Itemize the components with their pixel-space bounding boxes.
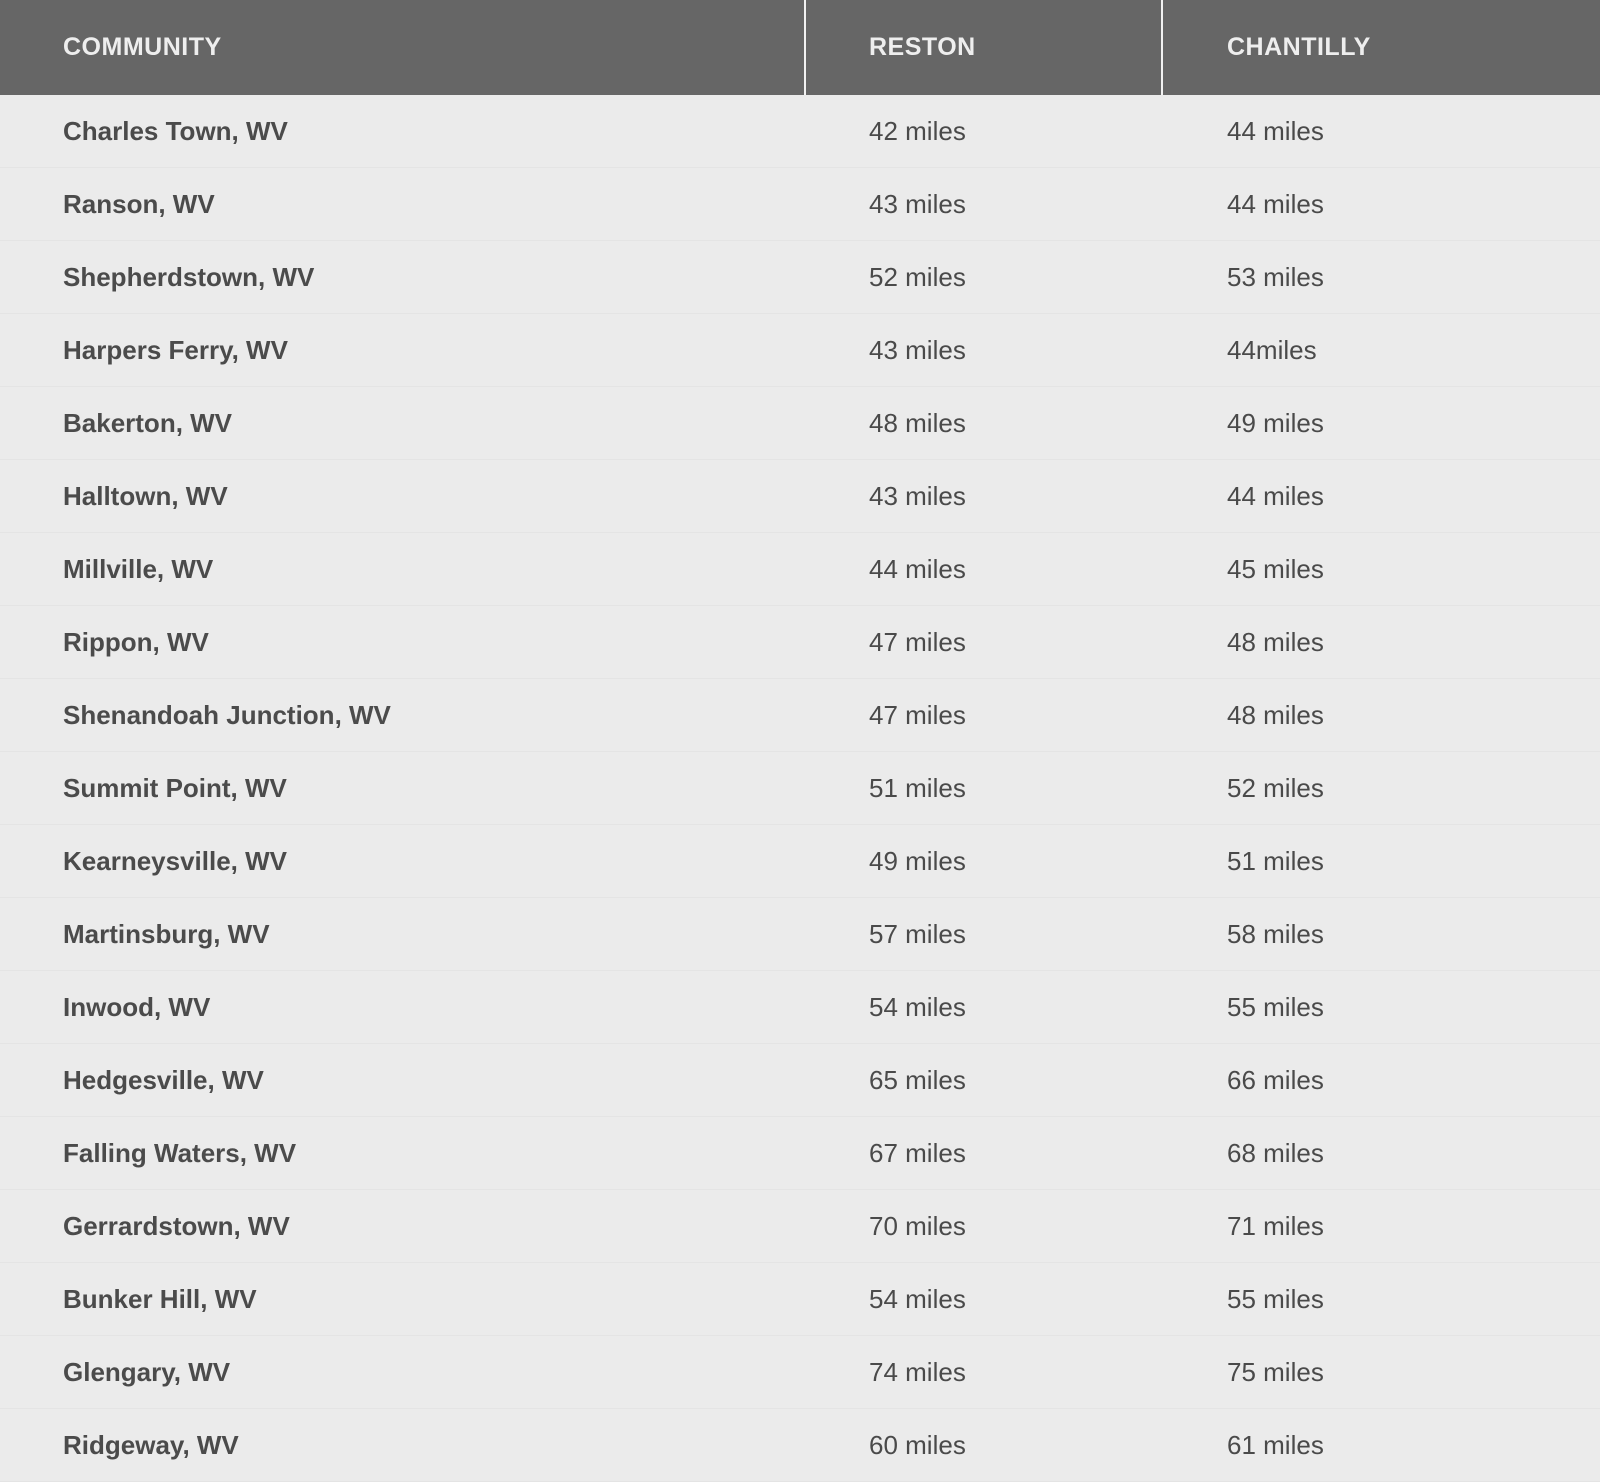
reston-distance-cell: 70 miles <box>805 1189 1162 1263</box>
chantilly-distance-cell: 66 miles <box>1162 1043 1600 1117</box>
chantilly-distance-cell: 55 miles <box>1162 970 1600 1044</box>
header-chantilly: CHANTILLY <box>1161 0 1600 95</box>
reston-distance-cell: 49 miles <box>805 824 1162 898</box>
reston-distance-cell: 51 miles <box>805 751 1162 825</box>
header-community: COMMUNITY <box>0 0 805 95</box>
community-cell: Rippon, WV <box>0 605 805 679</box>
community-cell: Shepherdstown, WV <box>0 240 805 314</box>
reston-distance-cell: 43 miles <box>805 459 1162 533</box>
community-cell: Charles Town, WV <box>0 95 805 168</box>
community-cell: Ranson, WV <box>0 167 805 241</box>
chantilly-distance-cell: 68 miles <box>1162 1116 1600 1190</box>
table-row: Bakerton, WV 48 miles 49 miles <box>0 386 1600 460</box>
table-row: Martinsburg, WV 57 miles 58 miles <box>0 897 1600 971</box>
chantilly-distance-cell: 49 miles <box>1162 386 1600 460</box>
chantilly-distance-cell: 51 miles <box>1162 824 1600 898</box>
reston-distance-cell: 54 miles <box>805 970 1162 1044</box>
chantilly-distance-cell: 61 miles <box>1162 1408 1600 1482</box>
reston-distance-cell: 65 miles <box>805 1043 1162 1117</box>
community-cell: Gerrardstown, WV <box>0 1189 805 1263</box>
table-row: Millville, WV 44 miles 45 miles <box>0 532 1600 606</box>
table-body: Charles Town, WV 42 miles 44 miles Ranson, … <box>0 95 1600 1482</box>
reston-distance-cell: 60 miles <box>805 1408 1162 1482</box>
community-cell: Bunker Hill, WV <box>0 1262 805 1336</box>
reston-distance-cell: 44 miles <box>805 532 1162 606</box>
reston-distance-cell: 47 miles <box>805 605 1162 679</box>
table-header: COMMUNITY RESTON CHANTILLY <box>0 0 1600 95</box>
community-cell: Ridgeway, WV <box>0 1408 805 1482</box>
table-row: Harpers Ferry, WV 43 miles 44miles <box>0 313 1600 387</box>
table-row: Shepherdstown, WV 52 miles 53 miles <box>0 240 1600 314</box>
table-row: Halltown, WV 43 miles 44 miles <box>0 459 1600 533</box>
community-cell: Hedgesville, WV <box>0 1043 805 1117</box>
table-row: Gerrardstown, WV 70 miles 71 miles <box>0 1189 1600 1263</box>
table-row: Kearneysville, WV 49 miles 51 miles <box>0 824 1600 898</box>
chantilly-distance-cell: 53 miles <box>1162 240 1600 314</box>
community-cell: Kearneysville, WV <box>0 824 805 898</box>
table-row: Glengary, WV 74 miles 75 miles <box>0 1335 1600 1409</box>
community-cell: Glengary, WV <box>0 1335 805 1409</box>
community-cell: Harpers Ferry, WV <box>0 313 805 387</box>
chantilly-distance-cell: 45 miles <box>1162 532 1600 606</box>
chantilly-distance-cell: 44 miles <box>1162 95 1600 168</box>
chantilly-distance-cell: 48 miles <box>1162 605 1600 679</box>
community-cell: Millville, WV <box>0 532 805 606</box>
community-cell: Falling Waters, WV <box>0 1116 805 1190</box>
table-row: Summit Point, WV 51 miles 52 miles <box>0 751 1600 825</box>
chantilly-distance-cell: 55 miles <box>1162 1262 1600 1336</box>
table-row: Ranson, WV 43 miles 44 miles <box>0 167 1600 241</box>
chantilly-distance-cell: 44 miles <box>1162 167 1600 241</box>
reston-distance-cell: 42 miles <box>805 95 1162 168</box>
chantilly-distance-cell: 44miles <box>1162 313 1600 387</box>
chantilly-distance-cell: 44 miles <box>1162 459 1600 533</box>
reston-distance-cell: 43 miles <box>805 313 1162 387</box>
table-row: Charles Town, WV 42 miles 44 miles <box>0 95 1600 168</box>
header-reston: RESTON <box>804 0 1162 95</box>
reston-distance-cell: 43 miles <box>805 167 1162 241</box>
chantilly-distance-cell: 48 miles <box>1162 678 1600 752</box>
community-cell: Martinsburg, WV <box>0 897 805 971</box>
reston-distance-cell: 57 miles <box>805 897 1162 971</box>
chantilly-distance-cell: 75 miles <box>1162 1335 1600 1409</box>
reston-distance-cell: 52 miles <box>805 240 1162 314</box>
table-row: Hedgesville, WV 65 miles 66 miles <box>0 1043 1600 1117</box>
community-cell: Inwood, WV <box>0 970 805 1044</box>
chantilly-distance-cell: 58 miles <box>1162 897 1600 971</box>
community-cell: Summit Point, WV <box>0 751 805 825</box>
reston-distance-cell: 54 miles <box>805 1262 1162 1336</box>
community-cell: Bakerton, WV <box>0 386 805 460</box>
table-row: Inwood, WV 54 miles 55 miles <box>0 970 1600 1044</box>
table-row: Rippon, WV 47 miles 48 miles <box>0 605 1600 679</box>
table-row: Ridgeway, WV 60 miles 61 miles <box>0 1408 1600 1482</box>
reston-distance-cell: 67 miles <box>805 1116 1162 1190</box>
table-row: Bunker Hill, WV 54 miles 55 miles <box>0 1262 1600 1336</box>
chantilly-distance-cell: 71 miles <box>1162 1189 1600 1263</box>
chantilly-distance-cell: 52 miles <box>1162 751 1600 825</box>
table-row: Falling Waters, WV 67 miles 68 miles <box>0 1116 1600 1190</box>
reston-distance-cell: 47 miles <box>805 678 1162 752</box>
reston-distance-cell: 48 miles <box>805 386 1162 460</box>
community-cell: Shenandoah Junction, WV <box>0 678 805 752</box>
table-row: Shenandoah Junction, WV 47 miles 48 miles <box>0 678 1600 752</box>
reston-distance-cell: 74 miles <box>805 1335 1162 1409</box>
community-cell: Halltown, WV <box>0 459 805 533</box>
